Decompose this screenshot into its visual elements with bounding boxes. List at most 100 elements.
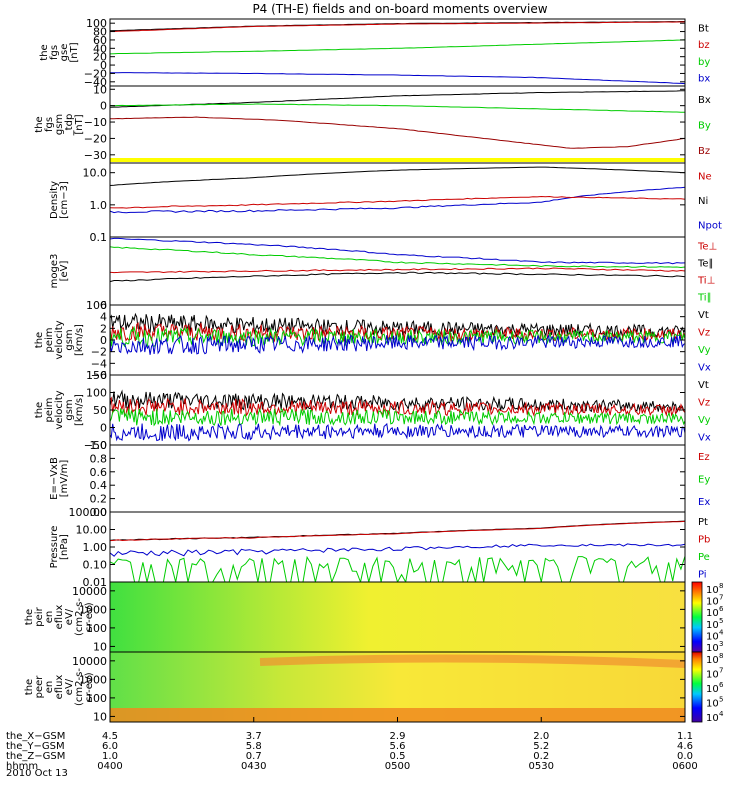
y-tick-label: 1000 xyxy=(79,673,107,686)
legend-Ez: Ez xyxy=(698,452,710,463)
legend-Ti∥: Ti∥ xyxy=(697,293,712,304)
y-axis-label: velocity xyxy=(54,320,65,359)
y-axis-label: eV/ xyxy=(64,678,75,695)
y-axis-label: eflux xyxy=(54,605,65,630)
series-By-line xyxy=(109,103,685,113)
legend-by: by xyxy=(698,57,710,68)
panel-frame xyxy=(109,162,686,238)
y-tick-label: 60 xyxy=(93,34,107,47)
y-axis-label: (cm2-s- xyxy=(74,668,85,706)
colorbar-exponent: 4 xyxy=(719,710,724,718)
x-row-label: hhmm xyxy=(6,761,38,772)
y-tick-label: 100 xyxy=(86,622,107,635)
series-Ne-line xyxy=(109,195,686,209)
colorbar-label: 10 xyxy=(706,684,719,695)
y-axis-label: velocity xyxy=(54,390,65,429)
series-Vx-line xyxy=(109,422,686,442)
panel-2: 10 0 −10 −20 −30 the fgs gsm _tdp [nT] Bx By Bz xyxy=(34,83,711,164)
colorbar-exponent: 8 xyxy=(719,652,723,660)
y-tick-label: −50 xyxy=(84,439,107,452)
series-Pe-line xyxy=(109,555,686,584)
panel-frame xyxy=(109,511,686,583)
x-row-value: 0.5 xyxy=(390,751,406,762)
series-Ti⊥-line xyxy=(109,267,686,274)
panel-7: 1.00.80.60.40.20.0 E=−VxB [mV/m] Ez Ey Ex xyxy=(49,439,710,519)
x-row-value: 4.6 xyxy=(677,741,693,752)
x-row-value: 0500 xyxy=(385,761,410,772)
colorbar-label: 10 xyxy=(706,713,719,724)
colorbar-exponent: 3 xyxy=(719,640,723,648)
series-Vz-line xyxy=(109,321,686,343)
x-row-value: 2.9 xyxy=(390,731,406,742)
y-axis-label: [cm−3] xyxy=(59,181,70,219)
y-axis-label: _tdp xyxy=(64,114,75,137)
y-axis-label: peim xyxy=(44,327,55,352)
y-axis-label: the xyxy=(34,332,45,348)
x-row-label: the_X−GSM xyxy=(6,731,65,742)
y-axis-label: fgs xyxy=(49,45,60,60)
y-tick-label: −20 xyxy=(84,132,107,145)
legend-Vy: Vy xyxy=(698,415,711,426)
y-tick-label: 0 xyxy=(100,59,107,72)
quality-flag-bar xyxy=(110,158,685,162)
panel-8: 100.00 10.00 1.00 0.10 0.01 Pressure [nPa] Pt Pb… xyxy=(49,506,710,589)
y-axis-label: the xyxy=(34,402,45,418)
y-axis-label: the xyxy=(39,44,50,60)
colorbar-exponent: 4 xyxy=(719,628,724,636)
series-Bz-line xyxy=(109,116,686,149)
y-tick-label: 100.00 xyxy=(69,506,108,519)
y-tick-label: 10 xyxy=(93,710,107,723)
series-Vy-line xyxy=(109,325,686,348)
series-by-line xyxy=(109,39,686,55)
y-tick-label: −2 xyxy=(91,346,107,359)
y-axis-label: moge3 xyxy=(49,254,60,289)
legend-Bx: Bx xyxy=(698,95,711,106)
y-axis-label: Density xyxy=(49,181,60,219)
colorbar-exponent: 7 xyxy=(719,594,723,602)
y-axis-label: gse xyxy=(59,44,70,62)
legend-Vx: Vx xyxy=(698,362,711,373)
colorbar-exponent: 5 xyxy=(719,617,723,625)
panel-4: 100 moge3 [eV] Te⊥ Te∥ Ti⊥ Ti∥ xyxy=(49,236,717,312)
colorbar-label: 10 xyxy=(706,608,719,619)
y-tick-label: 0.4 xyxy=(90,479,108,492)
series-Vx-line xyxy=(109,334,686,355)
x-row-value: 0.0 xyxy=(677,751,693,762)
y-tick-label: 100 xyxy=(86,387,107,400)
y-tick-label: 100 xyxy=(86,17,107,30)
series-Vz-line xyxy=(109,396,686,418)
legend-Te⊥: Te⊥ xyxy=(697,242,717,253)
colorbar-scale xyxy=(691,581,703,653)
series-Npot-line xyxy=(109,186,686,214)
y-axis-label: [nT] xyxy=(69,42,80,62)
legend-Ey: Ey xyxy=(698,475,710,486)
legend-Bz: Bz xyxy=(698,146,710,157)
legend-Vt: Vt xyxy=(698,310,709,321)
y-tick-label: 0 xyxy=(100,422,107,435)
y-axis-label: (cm2-s- xyxy=(74,598,85,636)
legend-Vy: Vy xyxy=(698,345,711,356)
colorbar-label: 10 xyxy=(706,643,719,654)
y-axis-label: eflux xyxy=(54,675,65,700)
y-axis-label: [km/s] xyxy=(74,324,85,356)
y-tick-label: 80 xyxy=(93,26,107,39)
x-row-value: 0530 xyxy=(529,761,554,772)
colorbar-exponent: 8 xyxy=(719,582,723,590)
x-row-value: 0430 xyxy=(241,761,266,772)
legend-Ne: Ne xyxy=(698,171,712,182)
y-tick-label: 100 xyxy=(86,299,107,312)
y-axis-label: sr-eV) xyxy=(84,602,95,631)
x-row-value: 2.0 xyxy=(533,731,549,742)
legend-Pi: Pi xyxy=(698,569,707,580)
y-axis-label: the xyxy=(24,609,35,625)
y-axis-label: eV/ xyxy=(64,608,75,625)
x-row-label: the_Z−GSM xyxy=(6,751,65,762)
x-row-label: the_Y−GSM xyxy=(6,741,65,752)
colorbar-exponent: 5 xyxy=(719,696,723,704)
y-tick-label: 0.01 xyxy=(83,576,108,589)
legend-Vx: Vx xyxy=(698,432,711,443)
y-tick-label: 6 xyxy=(100,299,107,312)
legend-Bt: Bt xyxy=(698,23,709,34)
